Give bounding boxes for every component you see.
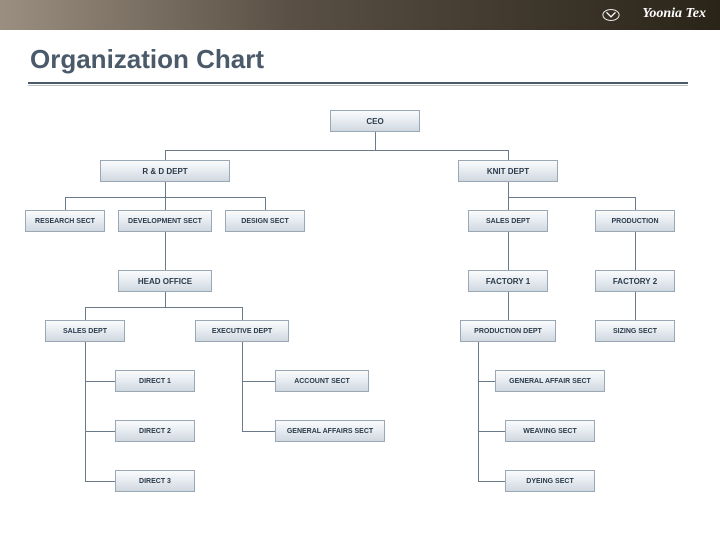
node-design: DESIGN SECT bbox=[225, 210, 305, 232]
node-devsect: DEVELOPMENT SECT bbox=[118, 210, 212, 232]
node-ceo: CEO bbox=[330, 110, 420, 132]
node-factory1: FACTORY 1 bbox=[468, 270, 548, 292]
node-execdept: EXECUTIVE DEPT bbox=[195, 320, 289, 342]
connector bbox=[265, 197, 266, 210]
logo-icon bbox=[602, 6, 620, 24]
node-direct2: DIRECT 2 bbox=[115, 420, 195, 442]
connector bbox=[85, 381, 115, 382]
node-dyeing: DYEING SECT bbox=[505, 470, 595, 492]
connector bbox=[242, 381, 275, 382]
node-salesdept: SALES DEPT bbox=[468, 210, 548, 232]
node-proddept: PRODUCTION DEPT bbox=[460, 320, 556, 342]
page-title: Organization Chart bbox=[30, 44, 264, 75]
connector bbox=[165, 150, 508, 151]
connector bbox=[85, 431, 115, 432]
connector bbox=[508, 232, 509, 270]
node-headoffice: HEAD OFFICE bbox=[118, 270, 212, 292]
connector bbox=[85, 307, 243, 308]
brand-text: Yoonia Tex bbox=[642, 6, 706, 22]
node-direct1: DIRECT 1 bbox=[115, 370, 195, 392]
connector bbox=[508, 150, 509, 160]
connector bbox=[375, 132, 376, 150]
connector bbox=[85, 481, 115, 482]
node-genaffair: GENERAL AFFAIR SECT bbox=[495, 370, 605, 392]
connector bbox=[508, 182, 509, 197]
node-genaffairs: GENERAL AFFAIRS SECT bbox=[275, 420, 385, 442]
connector bbox=[635, 292, 636, 320]
connector bbox=[635, 197, 636, 210]
connector bbox=[242, 342, 243, 432]
connector bbox=[165, 182, 166, 197]
connector bbox=[478, 381, 495, 382]
connector bbox=[635, 232, 636, 270]
connector bbox=[165, 232, 166, 270]
connector bbox=[508, 292, 509, 320]
node-rdd: R & D DEPT bbox=[100, 160, 230, 182]
node-account: ACCOUNT SECT bbox=[275, 370, 369, 392]
connector bbox=[478, 481, 505, 482]
node-knit: KNIT DEPT bbox=[458, 160, 558, 182]
title-rule bbox=[28, 82, 688, 84]
connector bbox=[85, 342, 86, 482]
title-rule-2 bbox=[28, 85, 688, 86]
connector bbox=[478, 431, 505, 432]
node-direct3: DIRECT 3 bbox=[115, 470, 195, 492]
connector bbox=[242, 307, 243, 320]
node-salesdept2: SALES DEPT bbox=[45, 320, 125, 342]
connector bbox=[165, 197, 166, 210]
node-production: PRODUCTION bbox=[595, 210, 675, 232]
node-weaving: WEAVING SECT bbox=[505, 420, 595, 442]
connector bbox=[165, 292, 166, 307]
connector bbox=[508, 197, 509, 210]
connector bbox=[508, 197, 636, 198]
connector bbox=[242, 431, 275, 432]
connector bbox=[85, 307, 86, 320]
node-sizing: SIZING SECT bbox=[595, 320, 675, 342]
connector bbox=[165, 150, 166, 160]
connector bbox=[478, 342, 479, 482]
node-research: RESEARCH SECT bbox=[25, 210, 105, 232]
node-factory2: FACTORY 2 bbox=[595, 270, 675, 292]
connector bbox=[65, 197, 66, 210]
